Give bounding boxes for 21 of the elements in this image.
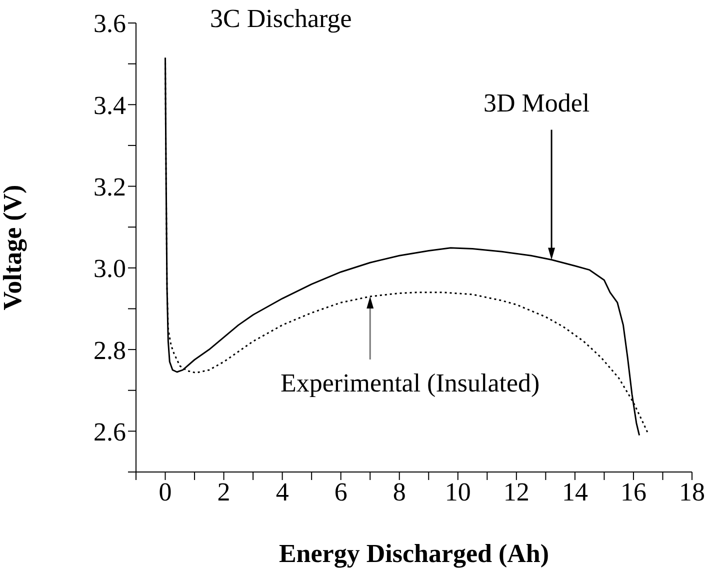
x-tick-label: 6 [334,477,348,506]
x-tick-label: 8 [392,477,406,506]
y-tick-label: 2.6 [94,417,126,446]
x-tick-label: 16 [620,477,646,506]
y-tick-label: 3.2 [94,172,126,202]
y-tick-label: 3.0 [94,254,126,284]
x-axis-title: Energy Discharged (Ah) [278,539,550,568]
x-tick-label: 4 [276,477,289,506]
x-tick-label: 18 [679,477,705,506]
annotation: 3C Discharge [210,4,352,34]
y-tick-label: 3.6 [94,9,126,38]
y-tick-label: 3.4 [94,90,126,120]
annotation: Experimental (Insulated) [280,368,540,398]
y-tick-label: 2.8 [94,336,126,365]
x-tick-label: 0 [158,477,172,506]
x-tick-label: 14 [562,477,588,506]
x-tick-label: 10 [444,477,471,506]
y-axis-title: Voltage (V) [0,184,28,310]
x-tick-label: 2 [217,477,230,506]
x-tick-label: 12 [503,477,530,506]
annotation: 3D Model [483,88,590,118]
